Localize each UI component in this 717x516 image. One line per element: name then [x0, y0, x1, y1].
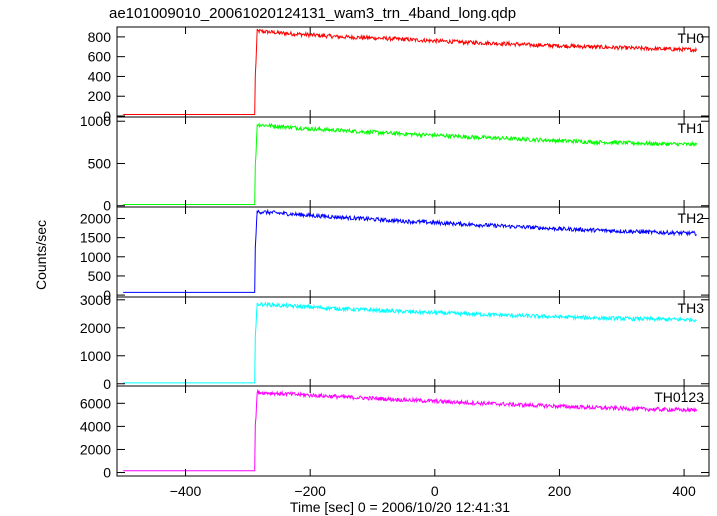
y-tick-label: 2000 — [80, 320, 111, 336]
y-tick-label: 2000 — [80, 441, 111, 457]
series-line-th3 — [123, 300, 697, 384]
y-tick-label: 4000 — [80, 418, 111, 434]
x-tick-label: −400 — [170, 483, 202, 499]
y-tick-label: 0 — [103, 108, 111, 124]
chart-title: ae101009010_20061020124131_wam3_trn_4ban… — [109, 5, 516, 22]
y-tick-label: 800 — [88, 29, 112, 45]
y-tick-label: 0 — [103, 287, 111, 303]
y-tick-label: 2000 — [80, 210, 111, 226]
panel-frame — [116, 116, 710, 208]
series-line-th0 — [123, 28, 697, 115]
y-axis-label: Counts/sec — [33, 220, 49, 290]
panel-label-th2: TH2 — [678, 210, 705, 226]
y-tick-label: 500 — [88, 268, 112, 284]
panel-label-th0: TH0 — [678, 30, 705, 46]
panel-frame — [116, 296, 710, 387]
y-tick-label: 1000 — [80, 113, 111, 129]
x-tick-label: 400 — [672, 483, 696, 499]
chart-panels: 0 200 400 600 800 TH0 0 500 1000 TH1 0 500 1000 1500 2… — [80, 26, 710, 499]
y-tick-label: 6000 — [80, 395, 111, 411]
y-tick-label: 0 — [103, 198, 111, 214]
series-line-th0123 — [123, 388, 697, 472]
y-tick-label: 0 — [103, 376, 111, 392]
y-tick-label: 400 — [88, 68, 112, 84]
series-line-th2 — [123, 208, 697, 293]
panel-frame — [116, 26, 710, 118]
x-tick-label: −200 — [294, 483, 326, 499]
panel-frame — [116, 385, 710, 477]
y-tick-label: 1500 — [80, 230, 111, 246]
panel-label-th3: TH3 — [678, 300, 705, 316]
x-axis-label: Time [sec] 0 = 2006/10/20 12:41:31 — [290, 499, 510, 515]
series-line-th1 — [123, 122, 697, 205]
y-tick-label: 500 — [88, 155, 112, 171]
panel-label-th1: TH1 — [678, 120, 705, 136]
y-tick-label: 0 — [103, 465, 111, 481]
panel-th2: 0 500 1000 1500 2000 TH2 — [80, 206, 710, 303]
x-tick-label: 0 — [431, 483, 439, 499]
y-tick-label: 3000 — [80, 292, 111, 308]
panel-th0123: 0 2000 4000 6000 TH0123 — [80, 385, 710, 481]
y-tick-label: 200 — [88, 88, 112, 104]
panel-label-th0123: TH0123 — [654, 389, 704, 405]
y-tick-label: 1000 — [80, 348, 111, 364]
y-tick-label: 600 — [88, 49, 112, 65]
x-tick-label: 200 — [548, 483, 572, 499]
panel-th3: 0 1000 2000 3000 TH3 — [80, 292, 710, 392]
y-tick-label: 1000 — [80, 249, 111, 265]
panel-th1: 0 500 1000 TH1 — [80, 113, 710, 214]
panel-th0: 0 200 400 600 800 TH0 — [88, 26, 710, 124]
